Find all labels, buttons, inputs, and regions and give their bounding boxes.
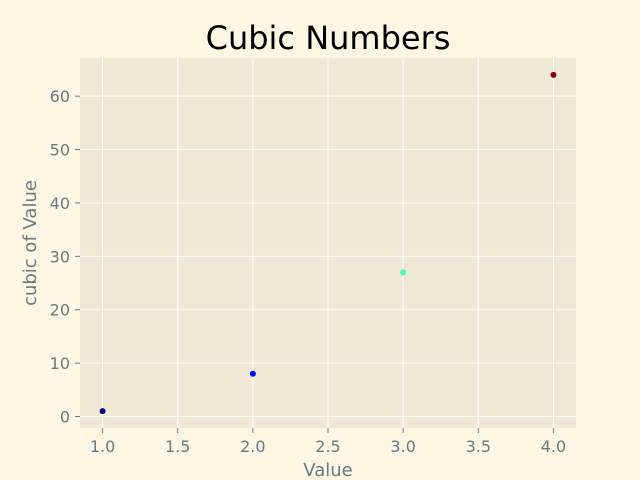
x-tick-label: 2.5 (315, 437, 340, 456)
y-tick-label: 40 (50, 194, 70, 213)
y-tick-label: 30 (50, 247, 70, 266)
x-tick-label: 3.0 (390, 437, 415, 456)
x-tick-label: 4.0 (541, 437, 566, 456)
y-tick-label: 10 (50, 354, 70, 373)
x-tick-label: 3.5 (466, 437, 491, 456)
data-points (99, 71, 557, 415)
y-tick-label: 50 (50, 141, 70, 160)
y-axis-label: cubic of Value (20, 180, 41, 306)
y-tick-label: 20 (50, 301, 70, 320)
x-tick-label: 1.0 (90, 437, 115, 456)
y-tick-label: 60 (50, 87, 70, 106)
x-tick-label: 2.0 (240, 437, 265, 456)
chart-title: Cubic Numbers (206, 19, 451, 57)
grid (80, 58, 576, 428)
x-axis-label: Value (303, 460, 352, 480)
data-point (249, 370, 256, 377)
data-point (400, 269, 407, 276)
y-tick-label: 0 (60, 408, 70, 427)
data-point (550, 71, 557, 78)
y-axis-ticks: 0 10 20 30 40 50 60 (50, 87, 80, 427)
data-point (99, 408, 106, 415)
x-tick-label: 1.5 (165, 437, 190, 456)
x-axis-ticks: 1.0 1.5 2.0 2.5 3.0 3.5 4.0 (90, 428, 566, 456)
